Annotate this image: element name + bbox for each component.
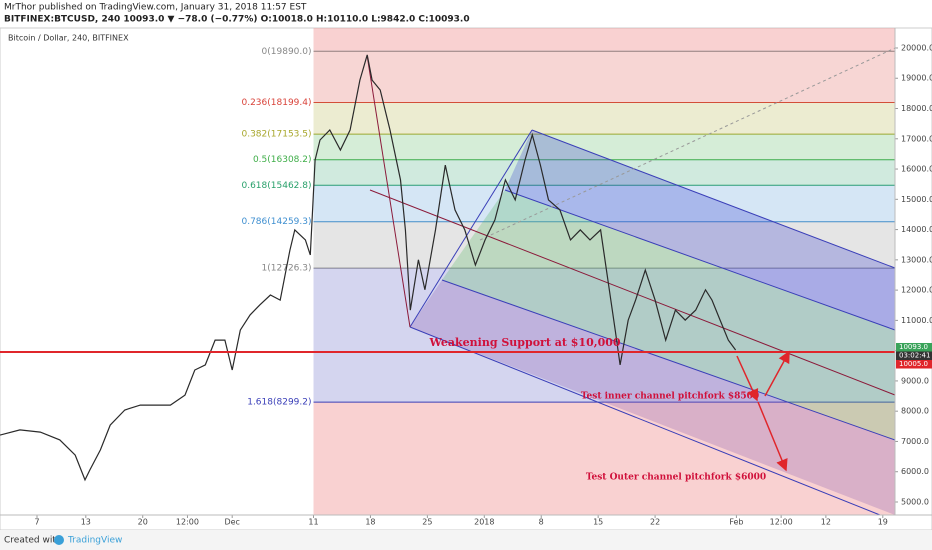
x-tick-label: 22	[650, 518, 660, 527]
x-tick-label: 12:00	[176, 518, 199, 527]
price-tag-label: 03:02:41	[899, 352, 930, 360]
x-tick-label: 12	[821, 518, 831, 527]
price-tag	[896, 351, 932, 360]
x-tick-label: 2018	[474, 518, 494, 527]
x-tick-label: 15	[593, 518, 603, 527]
annotation: Weakening Support at $10,000	[428, 336, 620, 349]
symbol-line: BITFINEX:BTCUSD, 240 10093.0 ▼ −78.0 (−0…	[4, 15, 470, 25]
fib-band	[313, 268, 896, 403]
x-tick-label: 7	[34, 518, 39, 527]
y-tick-label: 15000.0	[901, 195, 932, 204]
y-tick-label: 8000.0	[901, 407, 929, 416]
footer-prefix: Created with	[4, 536, 62, 546]
x-tick-label: 8	[539, 518, 544, 527]
y-tick-label: 13000.0	[901, 255, 932, 264]
fib-label: 0(19890.0)	[262, 47, 312, 57]
annotation: Test Outer channel pitchfork $6000	[586, 473, 766, 483]
arrows	[736, 350, 790, 472]
y-tick-label: 6000.0	[901, 467, 929, 476]
price-tag-label: 10093.0	[899, 343, 928, 351]
x-tick-label: Dec	[224, 518, 239, 527]
y-tick-label: 12000.0	[901, 286, 932, 295]
y-tick-label: 14000.0	[901, 225, 932, 234]
y-tick-label: 11000.0	[901, 316, 932, 325]
fib-band	[313, 185, 896, 222]
price-tag-label: 10005.0	[899, 360, 928, 368]
y-tick-label: 20000.0	[901, 43, 932, 52]
fib-label: 0.786(14259.3)	[241, 217, 311, 227]
pitchfork	[366, 47, 896, 516]
y-tick-label: 17000.0	[901, 134, 932, 143]
x-tick-label: 11	[308, 518, 318, 527]
fib-band	[313, 134, 896, 160]
fib-band	[313, 28, 896, 52]
fib-band	[313, 102, 896, 135]
y-tick-label: 18000.0	[901, 104, 932, 113]
y-tick-label: 5000.0	[901, 497, 929, 506]
x-tick-label: 20	[138, 518, 148, 527]
chart-title: Bitcoin / Dollar, 240, BITFINEX	[8, 34, 129, 43]
x-tick-label: 18	[365, 518, 375, 527]
publish-line: MrThor published on TradingView.com, Jan…	[4, 3, 307, 13]
x-tick-label: 12:00	[770, 518, 793, 527]
x-tick-label: Feb	[729, 518, 743, 527]
y-tick-label: 16000.0	[901, 165, 932, 174]
fib-band	[313, 402, 896, 515]
x-tick-label: 25	[422, 518, 432, 527]
fib-label: 0.618(15462.8)	[241, 181, 311, 191]
price-line	[0, 54, 737, 482]
fib-band	[313, 159, 896, 186]
y-tick-label: 7000.0	[901, 437, 929, 446]
fib-layer: 0(19890.0) 0.236(18199.4) 0.382(17153.5) 0.…	[241, 28, 896, 515]
footer-bg	[0, 530, 932, 550]
header-bg	[0, 0, 932, 28]
fib-band	[313, 221, 896, 269]
price-tag	[896, 360, 932, 369]
y-tick-label: 19000.0	[901, 74, 932, 83]
fib-label: 0.236(18199.4)	[241, 98, 311, 108]
annotation: Test inner channel pitchfork $8500	[581, 392, 759, 402]
plot: 5000.06000.07000.08000.09000.010000.0110…	[0, 43, 932, 527]
y-tick-label: 9000.0	[901, 376, 929, 385]
footer-brand: TradingView	[67, 536, 122, 546]
x-tick-label: 13	[81, 518, 91, 527]
fib-band	[313, 51, 896, 103]
x-tick-label: 19	[878, 518, 888, 527]
fib-label: 1.618(8299.2)	[247, 398, 311, 408]
fib-label: 0.5(16308.2)	[253, 155, 312, 165]
fib-label: 0.382(17153.5)	[241, 130, 311, 140]
price-tag	[896, 343, 932, 352]
tv-logo	[54, 535, 64, 545]
